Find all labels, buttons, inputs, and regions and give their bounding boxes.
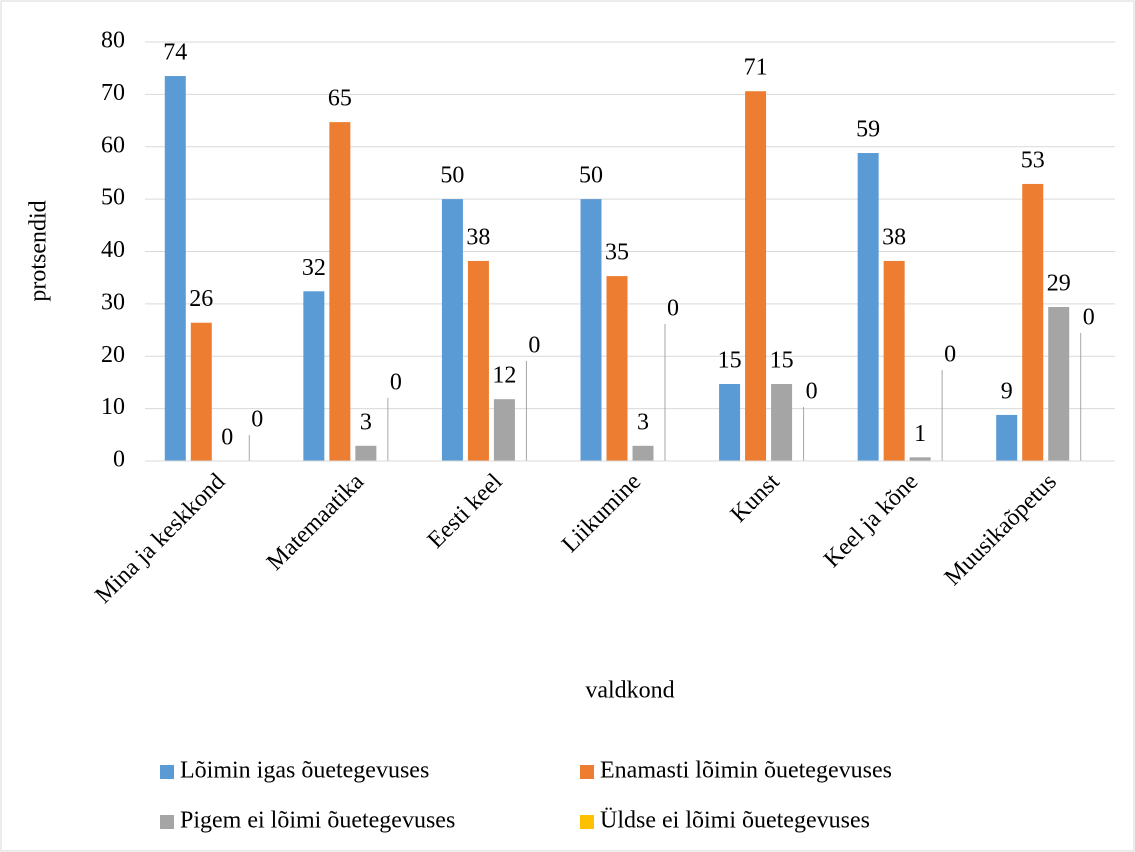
value-label: 35 bbox=[605, 240, 629, 266]
y-tick-label: 50 bbox=[101, 185, 125, 211]
legend-swatch bbox=[580, 815, 594, 829]
y-tick-label: 80 bbox=[101, 28, 125, 54]
legend-swatch bbox=[160, 815, 174, 829]
x-axis-title: valdkond bbox=[585, 678, 674, 704]
legend-label: Pigem ei lõimi õuetegevuses bbox=[180, 808, 455, 834]
value-label: 50 bbox=[579, 163, 603, 189]
value-label: 3 bbox=[360, 409, 372, 435]
value-label: 15 bbox=[718, 348, 742, 374]
y-tick-label: 30 bbox=[101, 289, 125, 315]
bar bbox=[164, 76, 186, 461]
bar bbox=[355, 445, 377, 461]
value-label: 0 bbox=[251, 407, 263, 433]
bar bbox=[745, 91, 767, 462]
value-label: 65 bbox=[328, 86, 352, 112]
bar bbox=[580, 199, 602, 461]
bar bbox=[329, 122, 351, 461]
bar bbox=[606, 276, 628, 461]
value-label: 38 bbox=[882, 224, 906, 250]
y-tick-label: 70 bbox=[101, 80, 125, 106]
y-tick-label: 0 bbox=[113, 447, 125, 473]
value-label: 0 bbox=[221, 425, 233, 451]
bar bbox=[883, 260, 905, 461]
bar bbox=[190, 322, 212, 461]
value-label: 59 bbox=[856, 117, 880, 143]
legend-swatch bbox=[580, 765, 594, 779]
value-label: 12 bbox=[492, 363, 516, 389]
bar bbox=[909, 457, 931, 461]
bar bbox=[632, 445, 654, 461]
value-label: 0 bbox=[806, 379, 818, 405]
bar bbox=[441, 199, 463, 461]
value-label: 26 bbox=[189, 286, 213, 312]
value-label: 38 bbox=[466, 224, 490, 250]
value-label: 9 bbox=[1001, 378, 1013, 404]
y-tick-label: 60 bbox=[101, 132, 125, 158]
legend-label: Üldse ei lõimi õuetegevuses bbox=[600, 808, 870, 834]
value-label: 53 bbox=[1021, 147, 1045, 173]
bar bbox=[996, 414, 1018, 461]
bar bbox=[493, 399, 515, 461]
value-label: 32 bbox=[302, 255, 326, 281]
bar bbox=[303, 291, 325, 461]
bar bbox=[771, 384, 793, 461]
bar bbox=[719, 384, 741, 461]
bar bbox=[467, 260, 489, 461]
value-label: 15 bbox=[770, 348, 794, 374]
bar bbox=[857, 153, 879, 461]
value-label: 74 bbox=[163, 40, 187, 66]
y-tick-label: 40 bbox=[101, 237, 125, 263]
y-tick-label: 10 bbox=[101, 394, 125, 420]
legend-swatch bbox=[160, 765, 174, 779]
value-label: 0 bbox=[1083, 305, 1095, 331]
value-label: 0 bbox=[667, 296, 679, 322]
y-tick-label: 20 bbox=[101, 342, 125, 368]
value-label: 0 bbox=[390, 370, 402, 396]
bar bbox=[1048, 307, 1070, 461]
legend-label: Enamasti lõimin õuetegevuses bbox=[600, 758, 892, 784]
value-label: 3 bbox=[637, 409, 649, 435]
value-label: 1 bbox=[914, 421, 926, 447]
value-label: 0 bbox=[528, 333, 540, 359]
value-label: 29 bbox=[1047, 271, 1071, 297]
legend-label: Lõimin igas õuetegevuses bbox=[180, 758, 429, 784]
y-axis-title: protsendid bbox=[26, 200, 52, 301]
bar bbox=[1022, 183, 1044, 461]
value-label: 0 bbox=[944, 342, 956, 368]
value-label: 71 bbox=[744, 55, 768, 81]
value-label: 50 bbox=[440, 163, 464, 189]
